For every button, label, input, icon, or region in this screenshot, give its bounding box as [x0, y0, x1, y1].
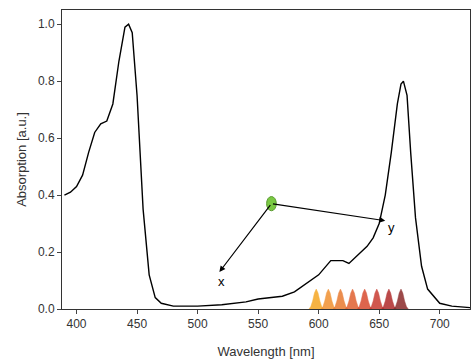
svg-text:0.2: 0.2	[38, 245, 55, 259]
svg-text:650: 650	[369, 317, 389, 331]
svg-text:400: 400	[67, 317, 87, 331]
svg-text:Wavelength [nm]: Wavelength [nm]	[217, 344, 314, 359]
svg-text:500: 500	[188, 317, 208, 331]
svg-text:0.4: 0.4	[38, 188, 55, 202]
svg-text:Absorption [a.u.]: Absorption [a.u.]	[14, 112, 29, 207]
svg-text:x: x	[218, 274, 225, 289]
svg-text:1.0: 1.0	[38, 17, 55, 31]
svg-text:0.0: 0.0	[38, 302, 55, 316]
svg-text:0.6: 0.6	[38, 131, 55, 145]
svg-text:0.8: 0.8	[38, 74, 55, 88]
svg-text:450: 450	[127, 317, 147, 331]
svg-text:600: 600	[309, 317, 329, 331]
svg-text:550: 550	[248, 317, 268, 331]
svg-text:y: y	[388, 220, 395, 235]
svg-text:700: 700	[430, 317, 450, 331]
